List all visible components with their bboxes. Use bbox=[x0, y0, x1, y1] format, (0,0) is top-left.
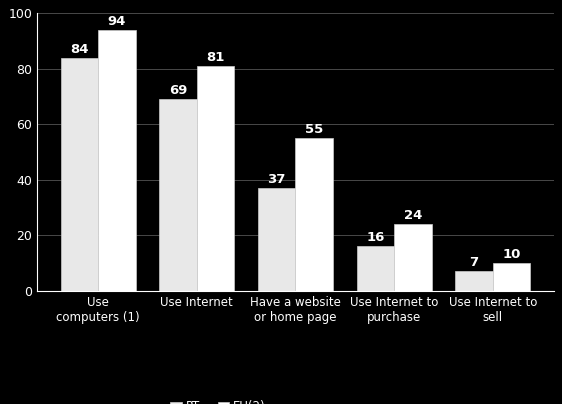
Bar bbox=[61, 58, 98, 291]
Bar bbox=[98, 30, 135, 291]
Text: 55: 55 bbox=[305, 123, 323, 136]
Bar bbox=[197, 66, 234, 291]
Text: 24: 24 bbox=[404, 209, 422, 222]
Bar bbox=[159, 99, 197, 291]
Bar bbox=[394, 224, 432, 291]
Text: 84: 84 bbox=[70, 42, 89, 55]
Legend: PT, EU(2): PT, EU(2) bbox=[166, 396, 270, 404]
Text: 7: 7 bbox=[469, 256, 478, 269]
Bar bbox=[455, 271, 493, 291]
Bar bbox=[493, 263, 530, 291]
Text: 37: 37 bbox=[268, 173, 286, 186]
Bar bbox=[258, 188, 296, 291]
Bar bbox=[356, 246, 394, 291]
Text: 81: 81 bbox=[206, 51, 225, 64]
Text: 94: 94 bbox=[107, 15, 126, 28]
Text: 10: 10 bbox=[502, 248, 520, 261]
Text: 16: 16 bbox=[366, 231, 384, 244]
Text: 69: 69 bbox=[169, 84, 187, 97]
Bar bbox=[296, 138, 333, 291]
